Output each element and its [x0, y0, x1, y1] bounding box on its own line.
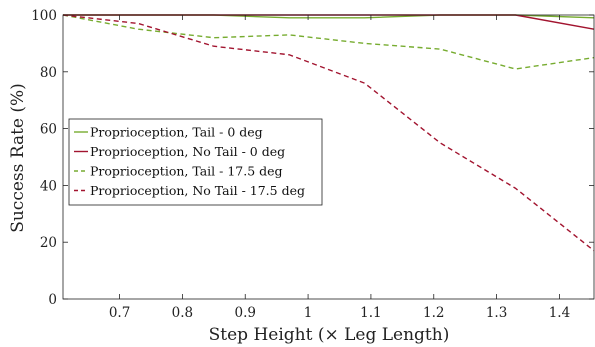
- axis-box: [62, 14, 595, 300]
- y-tick-label: 80: [40, 65, 57, 81]
- y-tick-label: 60: [40, 122, 57, 138]
- legend-label-2: Proprioception, No Tail - 0 deg: [90, 144, 285, 159]
- x-tick-label: 1.2: [423, 305, 444, 321]
- legend-box: [68, 118, 323, 206]
- legend-label-1: Proprioception, Tail - 0 deg: [90, 125, 263, 140]
- x-tick-label: 0.9: [234, 305, 255, 321]
- y-axis-title: Success Rate (%): [8, 83, 28, 233]
- x-tick-label: 1.1: [360, 305, 381, 321]
- x-tick-label: 1.3: [486, 305, 507, 321]
- y-tick-label: 100: [31, 8, 57, 24]
- x-axis-title: Step Height (× Leg Length): [209, 325, 450, 345]
- x-tick-label: 0.8: [172, 305, 193, 321]
- y-tick-label: 20: [40, 235, 57, 251]
- axes-layer: 0.7 0.8 0.9 1 1.1 1.2 1.3 1.4 0 20 40 60 80 100: [31, 8, 595, 321]
- series-line-3: [63, 14, 595, 70]
- x-tick-label: 0.7: [109, 305, 130, 321]
- y-tick-label: 0: [48, 292, 57, 308]
- y-tick-label: 40: [40, 178, 57, 194]
- x-tick-label: 1.4: [549, 305, 570, 321]
- legend-label-4: Proprioception, No Tail - 17.5 deg: [90, 183, 305, 198]
- legend: Proprioception, Tail - 0 deg Propriocepti…: [68, 118, 323, 206]
- series-line-4: [63, 14, 595, 252]
- x-tick-label: 1: [304, 305, 313, 321]
- legend-label-3: Proprioception, Tail - 17.5 deg: [90, 164, 283, 179]
